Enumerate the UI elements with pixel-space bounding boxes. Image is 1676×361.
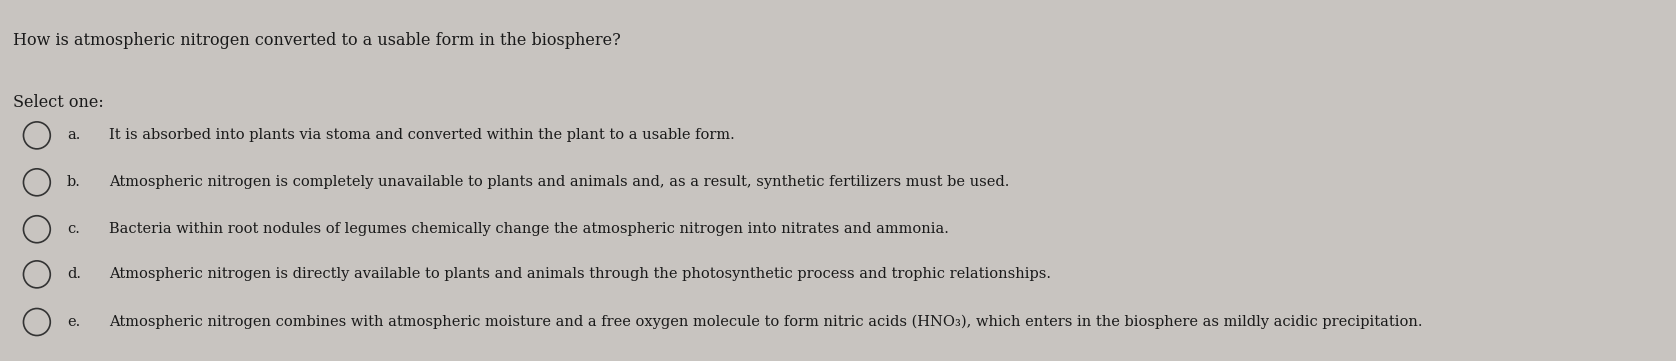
Text: e.: e. [67, 315, 80, 329]
Text: It is absorbed into plants via stoma and converted within the plant to a usable : It is absorbed into plants via stoma and… [109, 129, 734, 142]
Text: d.: d. [67, 268, 80, 281]
Text: Bacteria within root nodules of legumes chemically change the atmospheric nitrog: Bacteria within root nodules of legumes … [109, 222, 949, 236]
Ellipse shape [23, 309, 50, 335]
Text: Atmospheric nitrogen is directly available to plants and animals through the pho: Atmospheric nitrogen is directly availab… [109, 268, 1051, 281]
Text: a.: a. [67, 129, 80, 142]
Text: Atmospheric nitrogen is completely unavailable to plants and animals and, as a r: Atmospheric nitrogen is completely unava… [109, 175, 1009, 189]
Text: b.: b. [67, 175, 80, 189]
Ellipse shape [23, 216, 50, 243]
Ellipse shape [23, 261, 50, 288]
Ellipse shape [23, 122, 50, 149]
Text: Select one:: Select one: [13, 94, 104, 111]
Text: c.: c. [67, 222, 80, 236]
Ellipse shape [23, 169, 50, 196]
Text: How is atmospheric nitrogen converted to a usable form in the biosphere?: How is atmospheric nitrogen converted to… [13, 32, 622, 49]
Text: Atmospheric nitrogen combines with atmospheric moisture and a free oxygen molecu: Atmospheric nitrogen combines with atmos… [109, 315, 1423, 329]
